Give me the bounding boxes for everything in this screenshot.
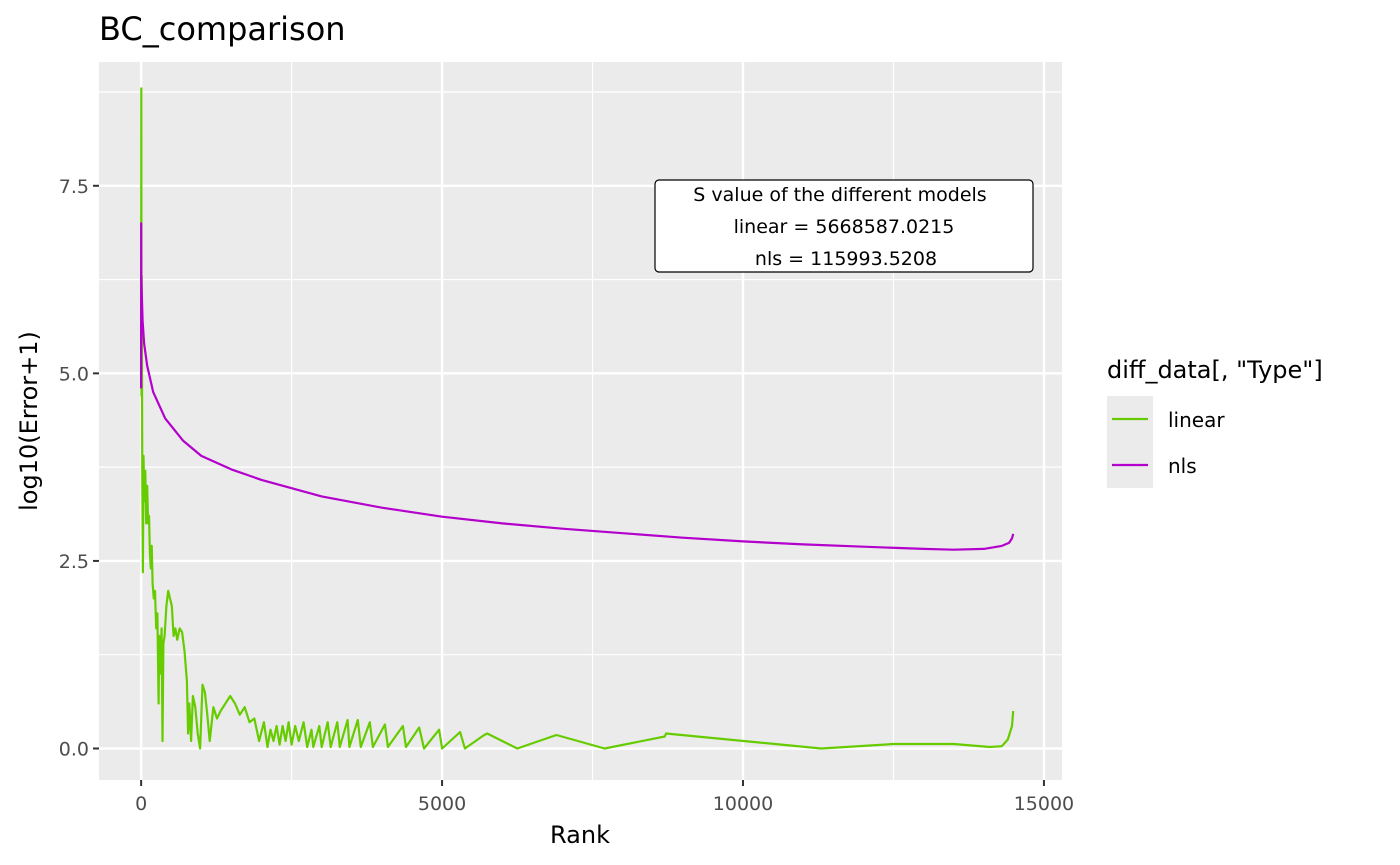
legend: diff_data[, "Type"] linear nls [1107, 356, 1323, 488]
plot-panel [99, 62, 1062, 780]
y-tick-label: 2.5 [59, 551, 89, 573]
y-axis: 0.0 2.5 5.0 7.5 [59, 176, 99, 760]
annotation-line-3: nls = 115993.5208 [755, 248, 937, 270]
y-tick-label: 0.0 [59, 738, 89, 760]
series-line-linear [140, 87, 1015, 750]
y-axis-title: log10(Error+1) [15, 331, 43, 511]
x-tick-label: 15000 [1014, 793, 1074, 815]
annotation-line-1: S value of the different models [693, 184, 986, 206]
legend-label-nls: nls [1168, 454, 1197, 478]
x-tick-label: 5000 [418, 793, 466, 815]
x-axis: 0 5000 10000 15000 [135, 780, 1074, 815]
annotation-line-2: linear = 5668587.0215 [734, 216, 955, 238]
x-tick-label: 10000 [713, 793, 773, 815]
legend-title: diff_data[, "Type"] [1107, 356, 1323, 384]
y-tick-label: 5.0 [59, 363, 89, 385]
y-tick-label: 7.5 [59, 176, 89, 198]
series-layer [140, 87, 1015, 750]
legend-label-linear: linear [1168, 408, 1225, 432]
annotation-border [654, 179, 1034, 273]
x-tick-label: 0 [135, 793, 147, 815]
x-axis-title: Rank [550, 821, 610, 849]
annotation-box: S value of the different models linear =… [654, 179, 1034, 273]
legend-key-background [1107, 396, 1153, 488]
chart-title: BC_comparison [99, 10, 346, 48]
series-line-nls [140, 222, 1015, 551]
